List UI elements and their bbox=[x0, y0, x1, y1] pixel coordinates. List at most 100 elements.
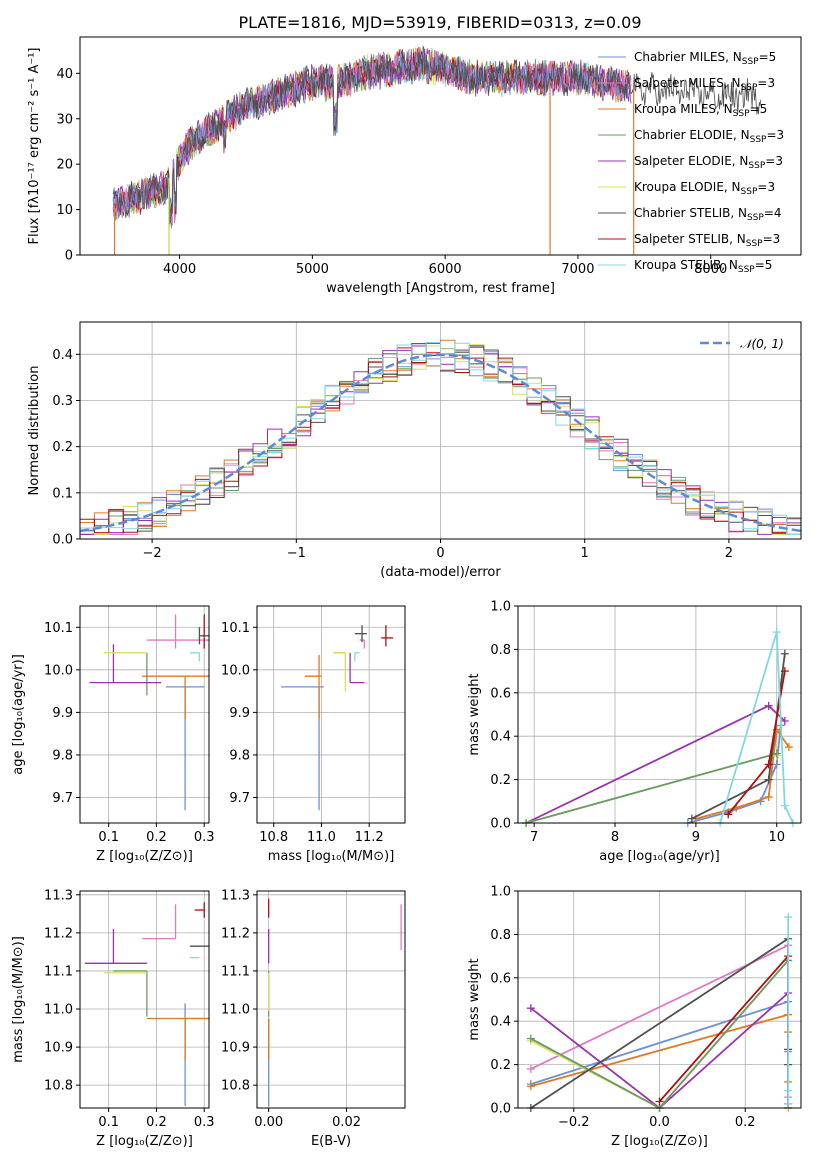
x-tick-label: 0.2 bbox=[146, 830, 167, 845]
weight-marker bbox=[784, 913, 793, 922]
mass-vs-ebv-panel: 0.00 0.02 10.8 10.9 11.0 11.1 11.2 11.3 E(B-V) bbox=[221, 888, 406, 1149]
weight-marker bbox=[784, 743, 793, 752]
x-tick-label: −2 bbox=[143, 546, 162, 561]
weight-marker bbox=[655, 1097, 664, 1106]
mass-weight-vs-z-panel: −0.2 0.0 0.2 0.0 0.2 0.4 0.6 0.8 1.0 Z [log₁₀(Z/Z… bbox=[467, 885, 802, 1149]
x-tick-label: 0.3 bbox=[194, 830, 215, 845]
x-axis-label: wavelength [Angstrom, rest frame] bbox=[326, 281, 555, 296]
legend-entry: Salpeter MILES, NSSP=3 bbox=[634, 76, 775, 93]
x-tick-label: 4000 bbox=[163, 262, 196, 277]
x-axis-label: Z [log₁₀(Z/Z⊙)] bbox=[611, 1134, 708, 1149]
y-axis-label: mass [log₁₀(M/M⊙)] bbox=[11, 936, 26, 1063]
spectrum-legend: Chabrier MILES, NSSP=5 Salpeter MILES, NS… bbox=[598, 50, 784, 275]
legend-entry: 𝒩(0, 1) bbox=[740, 337, 784, 351]
y-tick-label: 11.1 bbox=[44, 964, 73, 979]
y-tick-label: 10.0 bbox=[221, 663, 250, 678]
x-tick-label: 11.0 bbox=[307, 830, 336, 845]
plot-frame bbox=[79, 36, 802, 256]
weight-marker bbox=[526, 1034, 535, 1043]
y-axis-label: Flux [fλ10⁻¹⁷ erg cm⁻² s⁻¹ A⁻¹] bbox=[27, 48, 42, 245]
y-tick-label: 10.8 bbox=[221, 1079, 250, 1094]
y-tick-label: 11.3 bbox=[44, 888, 73, 903]
weight-marker bbox=[780, 801, 789, 810]
x-tick-label: 10 bbox=[768, 830, 785, 845]
x-axis-label: E(B-V) bbox=[311, 1134, 351, 1149]
y-tick-label: 11.2 bbox=[44, 926, 73, 941]
plot-frame bbox=[517, 605, 802, 824]
y-tick-label: 0.8 bbox=[490, 928, 511, 943]
y-tick-label: 0.8 bbox=[490, 643, 511, 658]
x-tick-label: 0.02 bbox=[332, 1115, 361, 1130]
spectrum-series-line bbox=[112, 45, 762, 225]
y-tick-label: 9.7 bbox=[229, 791, 250, 806]
y-tick-label: 11.0 bbox=[221, 1003, 250, 1018]
plot-frame bbox=[79, 605, 210, 824]
y-tick-label: 0.6 bbox=[490, 686, 511, 701]
plot-frame bbox=[256, 605, 406, 824]
weight-series-line bbox=[695, 727, 790, 820]
plot-frame bbox=[79, 890, 210, 1109]
y-tick-label: 11.2 bbox=[221, 926, 250, 941]
residual-histogram bbox=[80, 342, 801, 535]
y-tick-label: 9.9 bbox=[229, 706, 250, 721]
x-tick-label: 8000 bbox=[694, 262, 727, 277]
weight-marker bbox=[764, 701, 773, 710]
weight-marker bbox=[784, 1099, 793, 1108]
x-axis-label: Z [log₁₀(Z/Z⊙)] bbox=[96, 1134, 193, 1149]
weight-series-line bbox=[525, 752, 777, 824]
y-tick-label: 9.7 bbox=[52, 791, 73, 806]
weight-marker bbox=[772, 760, 781, 769]
weight-marker bbox=[780, 649, 789, 658]
y-axis-label: Normed distribution bbox=[27, 366, 42, 496]
x-tick-label: 0.1 bbox=[98, 830, 119, 845]
legend-entry: Kroupa MILES, NSSP=5 bbox=[634, 102, 767, 119]
y-tick-label: 0.0 bbox=[490, 1102, 511, 1117]
legend-entry: Kroupa ELODIE, NSSP=3 bbox=[634, 180, 775, 197]
x-tick-label: 0.2 bbox=[146, 1115, 167, 1130]
x-tick-label: 7000 bbox=[561, 262, 594, 277]
weight-marker bbox=[764, 792, 773, 801]
weight-marker bbox=[687, 814, 696, 823]
legend-entry: Salpeter STELIB, NSSP=3 bbox=[634, 232, 780, 249]
x-axis-label: Z [log₁₀(Z/Z⊙)] bbox=[96, 849, 193, 864]
x-tick-label: 7 bbox=[530, 830, 538, 845]
y-tick-label: 0 bbox=[65, 249, 73, 264]
legend-entry: Chabrier ELODIE, NSSP=3 bbox=[634, 128, 784, 145]
weight-marker bbox=[526, 1082, 535, 1091]
y-tick-label: 0.2 bbox=[52, 440, 73, 455]
y-tick-label: 0.6 bbox=[490, 971, 511, 986]
y-tick-label: 10.9 bbox=[221, 1041, 250, 1056]
y-axis-label: mass weight bbox=[467, 958, 482, 1040]
weight-marker bbox=[764, 775, 773, 784]
x-tick-label: 0.0 bbox=[649, 1115, 670, 1130]
weight-marker bbox=[764, 760, 773, 769]
x-axis-label: age [log₁₀(age/yr)] bbox=[599, 849, 720, 864]
y-tick-label: 10.9 bbox=[44, 1041, 73, 1056]
x-tick-label: 6000 bbox=[429, 262, 462, 277]
age-vs-z-panel: 0.1 0.2 0.3 9.7 9.8 9.9 10.0 10.1 Z [log₁₀(Z/Z⊙)… bbox=[11, 605, 215, 864]
y-tick-label: 0.3 bbox=[52, 394, 73, 409]
y-tick-label: 30 bbox=[56, 112, 73, 127]
normal-curve bbox=[79, 353, 802, 533]
legend-entry: Chabrier MILES, NSSP=5 bbox=[634, 50, 776, 67]
spectrum-lines bbox=[112, 45, 762, 255]
y-tick-label: 9.8 bbox=[229, 748, 250, 763]
y-tick-label: 9.8 bbox=[52, 748, 73, 763]
y-tick-label: 11.3 bbox=[221, 888, 250, 903]
residual-histogram bbox=[80, 339, 801, 532]
y-tick-label: 1.0 bbox=[490, 600, 511, 615]
x-tick-label: 0 bbox=[436, 546, 444, 561]
y-tick-label: 10 bbox=[56, 203, 73, 218]
y-tick-label: 0.0 bbox=[490, 817, 511, 832]
y-tick-label: 11.1 bbox=[221, 964, 250, 979]
plot-frame bbox=[517, 890, 802, 1109]
y-tick-label: 0.2 bbox=[490, 1058, 511, 1073]
y-axis-label: mass weight bbox=[467, 673, 482, 755]
spectrum-panel: 4000 5000 6000 7000 8000 0 10 20 30 40 wavelength … bbox=[27, 36, 802, 296]
x-tick-label: 5000 bbox=[296, 262, 329, 277]
legend-entry: Kroupa STELIB, NSSP=5 bbox=[634, 258, 772, 275]
weight-marker bbox=[780, 667, 789, 676]
y-tick-label: 0.0 bbox=[52, 533, 73, 548]
y-tick-label: 0.4 bbox=[490, 1015, 511, 1030]
